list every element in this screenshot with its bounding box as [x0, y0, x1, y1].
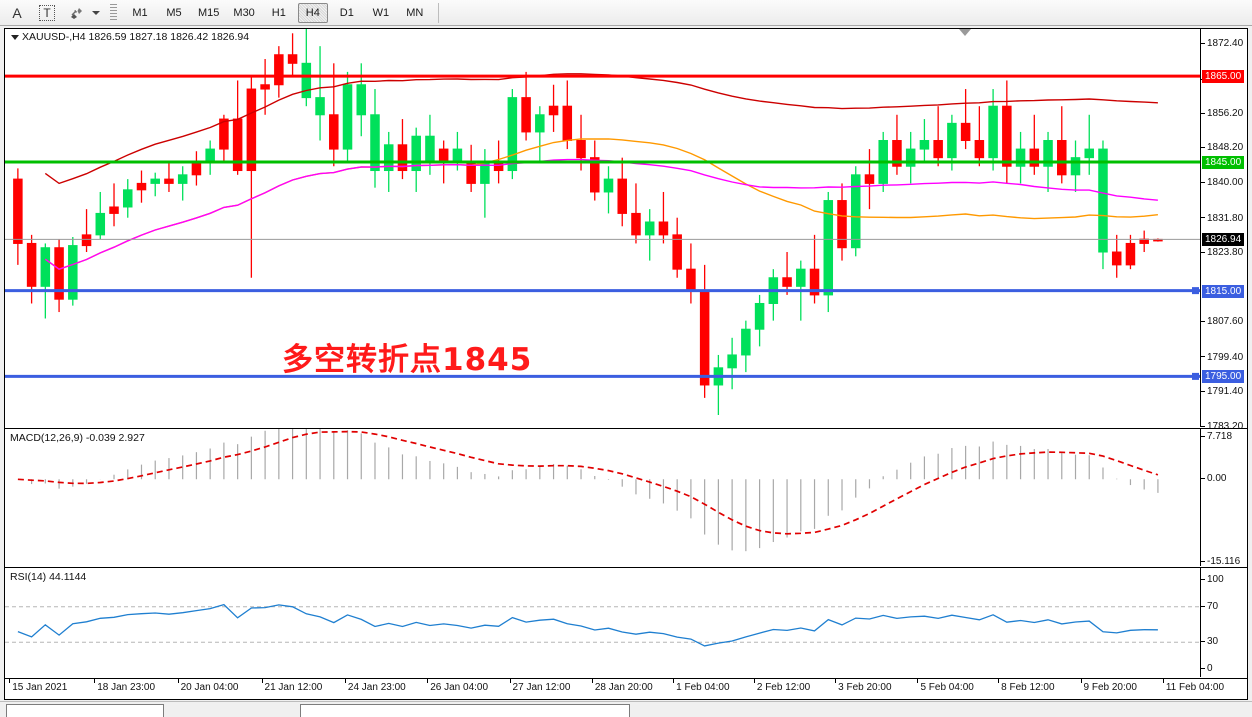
rsi-tick: 100 [1201, 574, 1224, 585]
time-label: 18 Jan 23:00 [97, 682, 156, 693]
time-tick [591, 679, 593, 683]
rsi-tick: 30 [1201, 636, 1218, 647]
symbol-caret-icon[interactable] [11, 35, 19, 40]
chart-annotation-text: 多空转折点1845 [282, 342, 533, 378]
time-tick [509, 679, 511, 683]
price-tick: 1831.80 [1201, 213, 1243, 224]
price-tick: 1856.20 [1201, 108, 1243, 119]
rsi-label: RSI(14) 44.1144 [10, 571, 87, 583]
macd-series [17, 429, 1159, 552]
price-tick: 1791.40 [1201, 386, 1243, 397]
time-axis[interactable]: 15 Jan 2021 18 Jan 23:00 20 Jan 04:00 21 Ja… [5, 678, 1247, 699]
label-tool-icon[interactable]: T [34, 2, 60, 24]
time-tick [835, 679, 837, 683]
chart-frame: XAUUSD-,H4 1826.59 1827.18 1826.42 1826.… [4, 28, 1248, 700]
time-tick [427, 679, 429, 683]
macd-axis[interactable]: 7.718 0.00 -15.116 [1200, 429, 1247, 567]
rsi-tick: 70 [1201, 601, 1218, 612]
time-tick [177, 679, 179, 683]
price-tick: 1799.40 [1201, 352, 1243, 363]
time-label: 2 Feb 12:00 [756, 682, 811, 693]
time-tick [753, 679, 755, 683]
time-tick [261, 679, 263, 683]
price-tick: 1823.80 [1201, 247, 1243, 258]
time-label: 1 Feb 04:00 [676, 682, 730, 693]
time-label: 3 Feb 20:00 [838, 682, 892, 693]
chart-tab[interactable] [167, 704, 297, 717]
chart-tab[interactable] [300, 704, 630, 717]
arrows-tool-dropdown-icon[interactable] [90, 2, 102, 24]
price-tick: 1807.60 [1201, 316, 1243, 327]
rsi-plot-area[interactable] [5, 568, 1200, 677]
price-plot-area[interactable]: 多空转折点1845 [5, 29, 1200, 427]
price-badge: 1845.00 [1202, 155, 1245, 169]
rsi-axis[interactable]: 100 70 30 0 [1200, 568, 1247, 677]
rsi-tick: 0 [1201, 663, 1213, 674]
macd-tick: 0.00 [1201, 473, 1226, 484]
chart-tabs-bar [0, 701, 1252, 717]
period-separator-marker-icon [959, 29, 971, 36]
macd-tick: 7.718 [1201, 431, 1232, 442]
time-label: 11 Feb 04:00 [1165, 682, 1225, 693]
time-label: 27 Jan 12:00 [512, 682, 571, 693]
macd-tick: -15.116 [1201, 556, 1240, 567]
timeframe-m15[interactable]: M15 [198, 6, 220, 19]
time-tick [1080, 679, 1082, 683]
rsi-pane[interactable]: RSI(14) 44.1144 100 70 30 0 [5, 567, 1247, 677]
macd-label: MACD(12,26,9) -0.039 2.927 [10, 432, 145, 444]
time-label: 20 Jan 04:00 [180, 682, 239, 693]
time-tick [917, 679, 919, 683]
timeframe-m5[interactable]: M5 [166, 6, 182, 19]
price-pane[interactable]: XAUUSD-,H4 1826.59 1827.18 1826.42 1826.… [5, 29, 1247, 432]
toolbar-separator [437, 2, 439, 23]
time-tick [344, 679, 346, 683]
time-label: 26 Jan 04:00 [430, 682, 489, 693]
timeframe-w1[interactable]: W1 [372, 6, 390, 19]
price-tick: 1872.40 [1201, 38, 1243, 49]
timeframe-m1[interactable]: M1 [132, 6, 148, 19]
time-tick [9, 679, 11, 683]
symbol-ohlc-title: XAUUSD-,H4 1826.59 1827.18 1826.42 1826.… [22, 31, 250, 43]
price-tick: 1840.00 [1201, 177, 1243, 188]
price-badge: 1795.00 [1202, 370, 1245, 384]
time-tick [673, 679, 675, 683]
arrows-tool-icon[interactable] [64, 2, 90, 24]
timeframe-h4[interactable]: H4 [297, 2, 328, 23]
time-tick [94, 679, 96, 683]
time-label: 24 Jan 23:00 [347, 682, 406, 693]
timeframe-h1[interactable]: H1 [271, 6, 286, 19]
time-label: 21 Jan 12:00 [264, 682, 323, 693]
timeframe-mn[interactable]: MN [406, 6, 424, 19]
price-badge: 1865.00 [1202, 70, 1245, 84]
chart-tab[interactable] [6, 704, 164, 717]
price-tick: 1783.20 [1201, 421, 1243, 432]
time-tick [1162, 679, 1164, 683]
time-tick [998, 679, 1000, 683]
macd-plot-area[interactable] [5, 429, 1200, 566]
time-label: 15 Jan 2021 [12, 682, 68, 693]
main-toolbar: A T M1 M5 M15 M30 H1 H4 D1 W1 MN [0, 0, 1252, 26]
time-label: 8 Feb 12:00 [1001, 682, 1055, 693]
price-badge: 1826.94 [1202, 233, 1245, 247]
price-axis[interactable]: 1872.401864.101856.201848.201840.001831.… [1200, 29, 1247, 432]
macd-pane[interactable]: MACD(12,26,9) -0.039 2.927 7.718 0.00 -15.… [5, 428, 1247, 567]
time-label: 28 Jan 20:00 [594, 682, 653, 693]
rsi-series [5, 603, 1200, 647]
text-tool-icon[interactable]: A [12, 4, 22, 21]
timeframe-m30[interactable]: M30 [233, 6, 255, 19]
toolbar-grip[interactable] [110, 3, 117, 22]
time-label: 5 Feb 04:00 [920, 682, 974, 693]
price-badge: 1815.00 [1202, 284, 1245, 298]
price-tick: 1848.20 [1201, 142, 1243, 153]
timeframe-group: M1 M5 M15 M30 H1 H4 D1 W1 MN [123, 2, 432, 23]
candlestick-series [5, 29, 1200, 415]
time-label: 9 Feb 20:00 [1083, 682, 1137, 693]
timeframe-d1[interactable]: D1 [339, 6, 354, 19]
